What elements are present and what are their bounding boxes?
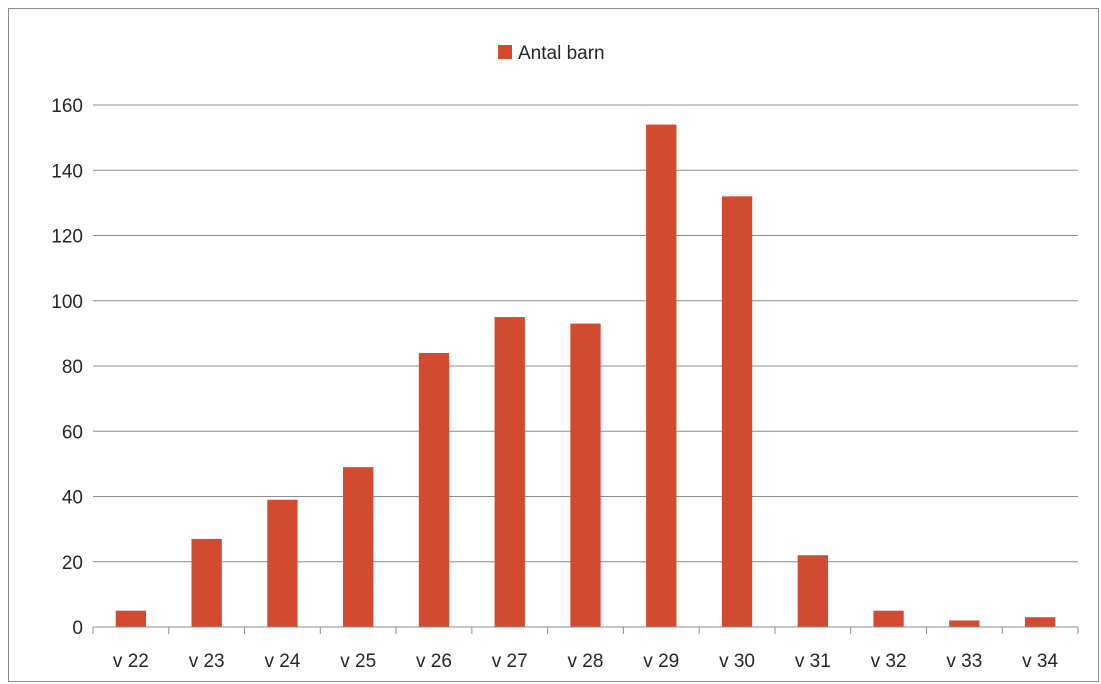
bar-v-24: [267, 499, 298, 627]
bar-v-29: [646, 124, 677, 627]
x-tick-label: v 29: [643, 651, 679, 672]
y-tick-label: 60: [62, 422, 83, 443]
y-tick-label: 140: [51, 161, 83, 182]
x-tick-label: v 31: [795, 651, 831, 672]
bar-v-27: [494, 317, 525, 627]
y-axis-tick-labels: 0 20 40 60 80 100 120 140 160: [51, 96, 83, 639]
y-tick-label: 100: [51, 292, 83, 313]
bar-v-32: [873, 610, 904, 627]
bar-v-25: [343, 467, 374, 627]
y-tick-label: 0: [72, 618, 83, 639]
chart-frame: 0 20 40 60 80 100 120 140 160 v 22 v 23 v 24 v 25 v …: [8, 8, 1099, 682]
x-axis-tick-labels: v 22 v 23 v 24 v 25 v 26 v 27 v 28 v 29 v 30 v 31…: [113, 651, 1059, 672]
y-tick-label: 80: [62, 357, 83, 378]
y-tick-label: 120: [51, 227, 83, 248]
bar-v-33: [949, 620, 980, 627]
x-tick-label: v 24: [264, 651, 300, 672]
bar-v-28: [570, 323, 601, 627]
bar-v-30: [721, 196, 753, 627]
x-tick-label: v 30: [719, 651, 755, 672]
x-tick-label: v 25: [340, 651, 376, 672]
y-tick-label: 20: [62, 553, 83, 574]
legend: Antal barn: [498, 43, 605, 64]
x-tick-label: v 34: [1022, 651, 1058, 672]
legend-swatch-antal-barn: [498, 45, 512, 59]
bar-v-26: [418, 352, 450, 627]
x-tick-label: v 26: [416, 651, 452, 672]
legend-label-antal-barn: Antal barn: [518, 43, 605, 64]
x-axis: [92, 626, 1079, 634]
bar-v-31: [797, 555, 828, 627]
y-tick-label: 160: [51, 96, 83, 117]
bar-v-22: [115, 610, 147, 627]
x-tick-label: v 33: [946, 651, 982, 672]
bar-v-34: [1024, 617, 1056, 627]
x-tick-label: v 23: [189, 651, 225, 672]
x-tick-label: v 28: [568, 651, 604, 672]
x-tick-label: v 32: [871, 651, 907, 672]
y-tick-label: 40: [62, 488, 83, 509]
x-tick-label: v 22: [113, 651, 149, 672]
bars: [115, 124, 1056, 627]
x-tick-label: v 27: [492, 651, 528, 672]
bar-v-23: [191, 538, 222, 627]
